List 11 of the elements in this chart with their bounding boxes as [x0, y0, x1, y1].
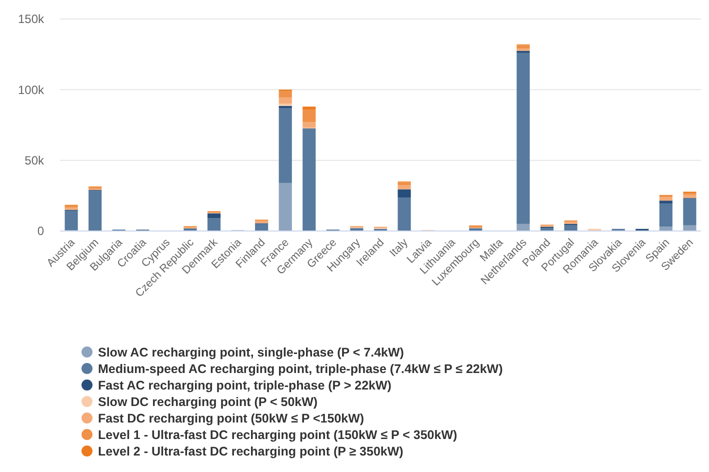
y-tick-label: 50k: [24, 154, 45, 168]
y-tick-label: 100k: [18, 82, 45, 97]
legend-label: Fast AC recharging point, triple-phase (P > 22kW): [98, 378, 392, 392]
legend-label: Fast DC recharging point (50kW ≤ P <150kW): [98, 411, 364, 426]
y-tick-label: 150k: [18, 12, 45, 26]
legend-label: Level 2 - Ultra-fast DC recharging point (P ≥ 350kW): [98, 444, 404, 458]
legend-label: Level 1 - Ultra-fast DC recharging point (150kW ≤ P < 350kW): [98, 428, 458, 442]
legend-label: Slow DC recharging point (P < 50kW): [98, 394, 318, 409]
legend-label: Slow AC recharging point, single-phase (P < 7.4kW): [98, 345, 404, 360]
legend-label: Medium-speed AC recharging point, triple-phase (7.4kW ≤ P ≤ 22kW): [98, 362, 503, 376]
y-tick-label: 0: [37, 224, 44, 238]
